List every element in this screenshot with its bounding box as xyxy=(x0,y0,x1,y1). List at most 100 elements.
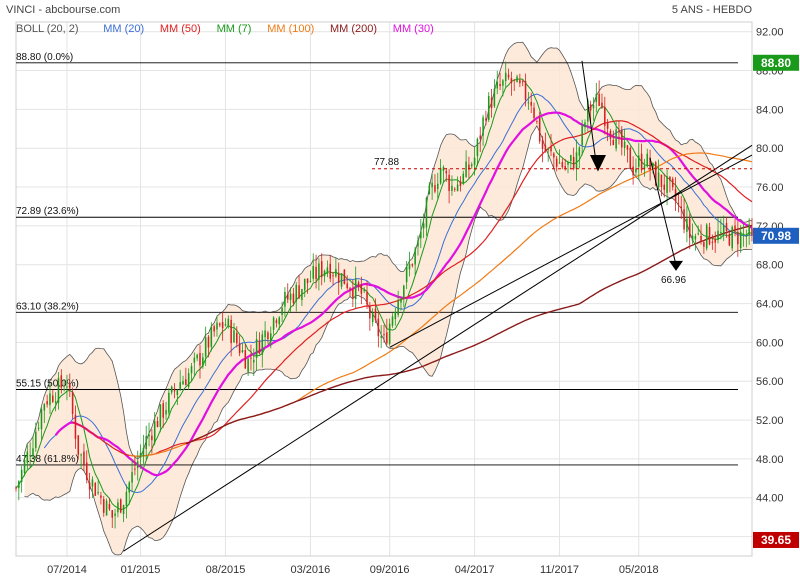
candle-body xyxy=(550,146,552,152)
candle xyxy=(694,233,697,251)
candle xyxy=(425,196,428,236)
candle-body xyxy=(312,266,315,279)
candle xyxy=(623,128,626,156)
candle xyxy=(35,422,37,452)
candle-body xyxy=(332,275,334,277)
candle-body xyxy=(360,284,363,294)
candle xyxy=(482,114,484,146)
candle-body xyxy=(561,162,564,168)
candle-body xyxy=(564,165,566,169)
candle xyxy=(119,498,122,514)
candle-body xyxy=(544,145,547,152)
candle-body xyxy=(572,156,575,169)
candle-body xyxy=(153,421,156,443)
candle xyxy=(111,509,114,528)
candle xyxy=(473,146,476,176)
candle-body xyxy=(244,350,247,369)
candle xyxy=(714,231,716,253)
candle xyxy=(555,155,558,172)
candle-body xyxy=(343,269,346,285)
candle xyxy=(502,78,504,97)
candle xyxy=(417,235,419,256)
candle-body xyxy=(584,122,586,128)
candle-body xyxy=(700,235,702,241)
candle-body xyxy=(485,118,487,121)
ma-200-line xyxy=(185,224,753,445)
candle-body xyxy=(598,93,600,106)
grid-lines xyxy=(15,21,753,557)
candle-body xyxy=(284,292,286,307)
candle xyxy=(536,120,538,125)
candle xyxy=(153,412,156,446)
candle xyxy=(496,70,499,95)
candle-body xyxy=(445,170,448,174)
candle-body xyxy=(57,377,60,403)
candle xyxy=(711,234,714,250)
candle xyxy=(377,310,380,348)
candle-body xyxy=(349,288,351,290)
candle-body xyxy=(462,173,465,184)
candle-body xyxy=(558,162,561,164)
candle-body xyxy=(453,188,456,190)
fib-label-0: 88.80 (0.0%) xyxy=(16,52,73,63)
candle xyxy=(720,218,722,240)
candle xyxy=(40,407,43,440)
candle-body xyxy=(196,354,198,359)
candle-body xyxy=(122,505,125,514)
candle xyxy=(114,508,116,529)
candle xyxy=(105,498,108,516)
candle xyxy=(261,330,264,368)
candle xyxy=(37,421,40,432)
candle xyxy=(346,275,348,290)
candle xyxy=(122,504,125,523)
candle xyxy=(26,444,29,470)
candle-body xyxy=(493,88,496,107)
candle-body xyxy=(134,468,136,470)
trendline-main xyxy=(123,144,753,552)
candle xyxy=(69,373,71,397)
candle xyxy=(83,443,85,472)
candle-body xyxy=(615,129,617,149)
candle xyxy=(255,331,258,371)
candle xyxy=(32,435,34,459)
candle-body xyxy=(473,157,476,166)
candle xyxy=(66,374,68,401)
candle-body xyxy=(691,235,694,241)
candle-body xyxy=(224,324,227,326)
candle xyxy=(513,79,515,91)
candle-body xyxy=(490,97,493,109)
candle xyxy=(737,221,739,257)
candle xyxy=(524,73,527,107)
candle xyxy=(575,139,578,181)
candle-body xyxy=(227,318,230,326)
candle-body xyxy=(524,80,527,100)
candle xyxy=(388,318,391,346)
candle-body xyxy=(323,270,326,277)
candle-body xyxy=(618,130,620,133)
candle xyxy=(705,223,708,251)
candle-body xyxy=(442,167,445,171)
candle xyxy=(204,326,207,367)
candle xyxy=(739,225,742,254)
candle-body xyxy=(705,224,708,249)
candle xyxy=(541,135,544,163)
candle-body xyxy=(502,80,504,86)
candlesticks xyxy=(15,61,753,529)
candle-body xyxy=(451,185,453,191)
legend-item-2: MM (50) xyxy=(160,23,201,35)
candle xyxy=(462,170,465,186)
candle xyxy=(400,297,402,311)
candle-body xyxy=(221,321,224,329)
candle-body xyxy=(547,148,549,150)
candle-body xyxy=(519,80,521,84)
candle-body xyxy=(725,223,728,231)
arrow-top-line xyxy=(581,60,597,162)
y-tick-label: 48.00 xyxy=(756,454,784,466)
candle xyxy=(230,315,232,357)
candle xyxy=(323,269,326,283)
candle-body xyxy=(697,233,699,235)
candle-body xyxy=(476,138,479,157)
candle xyxy=(643,158,646,177)
candle-body xyxy=(74,414,77,439)
candle xyxy=(238,335,241,357)
